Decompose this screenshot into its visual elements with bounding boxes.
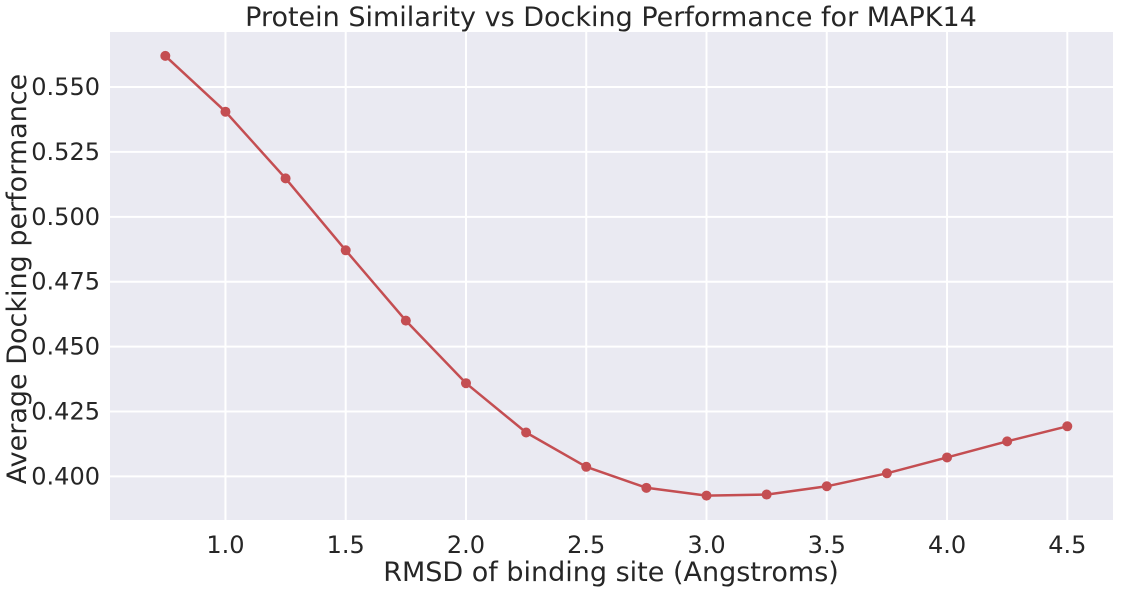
x-tick-label: 3.0: [687, 531, 725, 559]
x-tick-label: 2.0: [447, 531, 485, 559]
x-tick-label: 3.5: [808, 531, 846, 559]
data-point: [1062, 421, 1073, 432]
grid-lines: [110, 32, 1113, 520]
data-point: [400, 315, 411, 326]
data-point: [280, 173, 291, 184]
chart-title: Protein Similarity vs Docking Performanc…: [245, 2, 977, 33]
x-tick-label: 1.5: [327, 531, 365, 559]
series-line: [164, 54, 1068, 497]
data-point: [160, 50, 171, 61]
data-point: [701, 490, 712, 501]
data-point: [340, 245, 351, 256]
y-tick-label: 0.500: [31, 203, 100, 231]
y-tick-label: 0.550: [31, 73, 100, 101]
data-point: [521, 427, 532, 438]
x-tick-label: 2.5: [567, 531, 605, 559]
x-axis-ticks: 1.0 1.5 2.0 2.5 3.0 3.5 4.0 4.5: [206, 531, 1086, 559]
data-point: [641, 482, 652, 493]
data-point: [761, 489, 772, 500]
y-tick-label: 0.475: [31, 268, 100, 296]
y-axis-ticks: 0.400 0.425 0.450 0.475 0.500 0.525 0.550: [31, 73, 100, 490]
y-tick-label: 0.525: [31, 138, 100, 166]
data-point: [1002, 436, 1013, 447]
data-point: [881, 468, 892, 479]
y-tick-label: 0.425: [31, 397, 100, 425]
data-point: [460, 378, 471, 389]
y-tick-label: 0.450: [31, 333, 100, 361]
y-axis-label: Average Docking performance: [2, 74, 33, 485]
data-point: [220, 106, 231, 117]
x-tick-label: 1.0: [206, 531, 244, 559]
x-tick-label: 4.0: [928, 531, 966, 559]
data-point: [821, 481, 832, 492]
data-point: [581, 461, 592, 472]
series-group: [160, 50, 1073, 501]
x-axis-label: RMSD of binding site (Angstroms): [383, 557, 839, 588]
y-tick-label: 0.400: [31, 462, 100, 490]
data-point: [942, 452, 953, 463]
plot-area: [110, 32, 1113, 520]
x-tick-label: 4.5: [1048, 531, 1086, 559]
